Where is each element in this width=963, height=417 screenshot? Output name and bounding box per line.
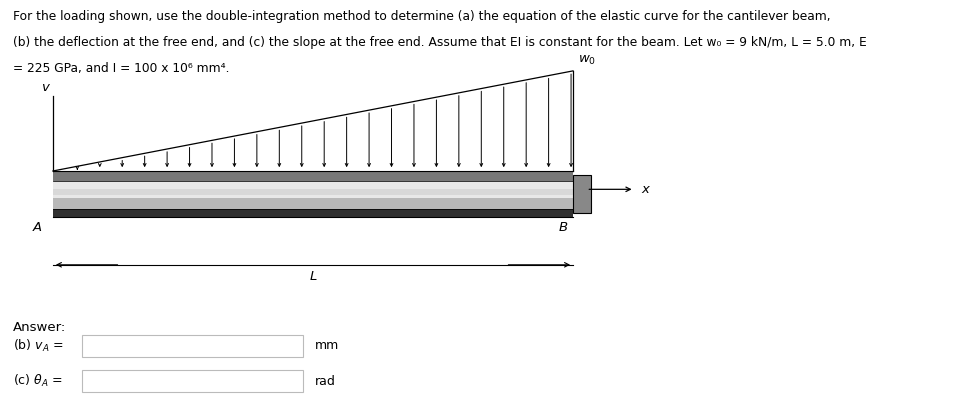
Text: Answer:: Answer: <box>13 321 65 334</box>
Text: mm: mm <box>315 339 339 352</box>
Text: (b) $v_A$ =: (b) $v_A$ = <box>13 338 64 354</box>
Bar <box>82 370 303 392</box>
Text: rad: rad <box>315 374 336 388</box>
Text: L: L <box>309 270 317 283</box>
Text: B: B <box>560 221 568 234</box>
Text: x: x <box>641 183 649 196</box>
Bar <box>53 171 573 181</box>
Bar <box>53 189 573 195</box>
Text: $w_0$: $w_0$ <box>578 54 596 67</box>
Text: (b) the deflection at the free end, and (c) the slope at the free end. Assume th: (b) the deflection at the free end, and … <box>13 36 867 49</box>
Text: (c) $\theta_A$ =: (c) $\theta_A$ = <box>13 373 63 389</box>
Bar <box>82 335 303 357</box>
Bar <box>53 171 573 217</box>
Bar <box>53 208 573 217</box>
Text: = 225 GPa, and I = 100 x 10⁶ mm⁴.: = 225 GPa, and I = 100 x 10⁶ mm⁴. <box>13 62 229 75</box>
Text: v: v <box>41 81 49 94</box>
Bar <box>53 182 573 198</box>
Text: For the loading shown, use the double-integration method to determine (a) the eq: For the loading shown, use the double-in… <box>13 10 830 23</box>
Text: A: A <box>33 221 41 234</box>
Bar <box>573 175 591 213</box>
